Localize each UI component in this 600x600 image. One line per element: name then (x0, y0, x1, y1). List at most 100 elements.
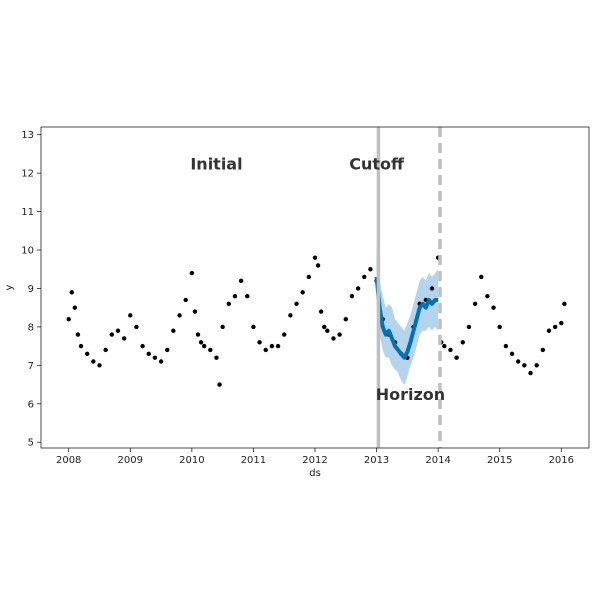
annotation-horizon: Horizon (376, 385, 445, 404)
data-point (232, 293, 238, 299)
data-point (245, 293, 250, 299)
x-tick-label: 2014 (425, 455, 450, 466)
data-point (165, 347, 170, 353)
data-point (368, 267, 373, 272)
forecast-layer (374, 276, 439, 360)
data-point (331, 336, 336, 341)
data-point (269, 343, 275, 349)
y-tick-label: 10 (21, 246, 34, 257)
forecast-line (374, 276, 439, 360)
data-point (66, 317, 71, 322)
data-point (312, 255, 318, 260)
y-axis: 5 6 7 8 9 10 11 12 13 (21, 130, 41, 449)
data-point (152, 355, 158, 360)
data-point (337, 332, 342, 337)
data-point (491, 305, 496, 310)
data-point (282, 332, 287, 337)
data-point (208, 347, 213, 353)
data-point (485, 293, 490, 299)
data-point (257, 340, 262, 345)
y-tick-label: 6 (28, 399, 34, 410)
x-tick-label: 2015 (487, 455, 512, 466)
y-tick-label: 11 (21, 207, 34, 218)
data-point (140, 343, 145, 349)
data-point (214, 355, 219, 360)
data-point (121, 336, 127, 341)
x-tick-label: 2012 (302, 455, 327, 466)
annotation-layer: Initial Cutoff Horizon (190, 154, 445, 404)
data-point (103, 347, 108, 353)
data-point (128, 313, 133, 318)
data-point (275, 343, 281, 349)
x-axis: 2008 2009 2010 2011 2012 2013 2014 2015 2016 (56, 448, 574, 466)
data-point (158, 359, 164, 364)
y-tick-label: 12 (21, 169, 34, 180)
data-point (171, 328, 176, 333)
data-point (263, 347, 268, 353)
y-tick-label: 5 (28, 438, 34, 449)
data-point (479, 274, 484, 280)
data-point (515, 359, 521, 364)
data-point (220, 324, 225, 330)
data-point (362, 274, 367, 280)
data-point (355, 286, 361, 291)
data-point (201, 343, 207, 349)
data-point (472, 301, 478, 307)
y-tick-label: 13 (21, 130, 34, 141)
data-point (72, 305, 78, 310)
y-tick-label: 9 (28, 284, 34, 295)
data-point (217, 382, 222, 387)
data-point (189, 270, 195, 276)
x-axis-label: ds (309, 468, 321, 479)
y-tick-label: 8 (28, 322, 34, 333)
y-axis-label: y (4, 284, 15, 290)
data-point (509, 351, 515, 357)
data-point (343, 317, 348, 322)
observed-points-layer (66, 255, 567, 387)
data-point (84, 351, 90, 357)
data-point (448, 347, 453, 353)
data-point (318, 309, 324, 314)
data-point (454, 355, 459, 360)
data-point (183, 297, 188, 303)
y-tick-label: 7 (28, 361, 34, 372)
x-tick-label: 2010 (179, 455, 204, 466)
data-point (134, 324, 139, 330)
data-point (75, 332, 81, 337)
data-point (325, 328, 330, 333)
data-point (546, 328, 552, 333)
vline-layer (376, 127, 442, 448)
x-tick-label: 2013 (364, 455, 389, 466)
data-point (562, 301, 567, 307)
x-tick-label: 2009 (118, 455, 143, 466)
data-point (109, 332, 115, 337)
data-point (534, 363, 539, 368)
data-point (315, 263, 321, 268)
data-point (429, 286, 435, 291)
forecast-interval-layer (376, 246, 439, 385)
data-point (559, 320, 564, 326)
data-point (503, 343, 509, 349)
data-point (460, 340, 465, 345)
data-point (349, 293, 355, 299)
data-point (294, 301, 299, 307)
data-point (115, 328, 121, 333)
data-point (522, 363, 527, 368)
x-tick-label: 2011 (241, 455, 266, 466)
data-point (322, 324, 327, 330)
data-point (306, 274, 312, 280)
data-point (69, 290, 74, 295)
data-point (251, 324, 256, 330)
forecast-interval (376, 246, 439, 385)
data-point (288, 313, 293, 318)
data-point (238, 278, 244, 283)
data-point (300, 290, 305, 295)
data-point (466, 324, 472, 330)
x-tick-label: 2008 (56, 455, 81, 466)
data-point (528, 370, 533, 376)
x-tick-label: 2016 (549, 455, 574, 466)
annotation-cutoff: Cutoff (349, 154, 405, 173)
data-point (192, 309, 198, 314)
data-point (146, 351, 151, 357)
